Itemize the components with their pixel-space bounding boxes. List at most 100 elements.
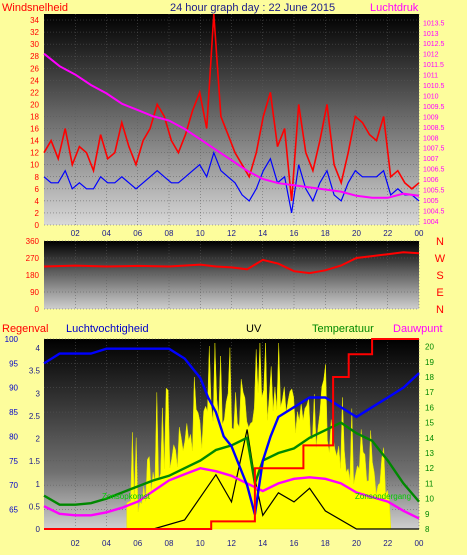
pressure-series	[43, 52, 420, 199]
wind-tick-label: 24	[30, 76, 39, 85]
wind-direction-series	[43, 251, 420, 275]
x-tick-label: 20	[352, 229, 361, 238]
x-tick-label: 22	[383, 229, 392, 238]
wind-gust-series	[43, 13, 420, 201]
compass-label: W	[435, 253, 446, 265]
temperature-tick-label: 10	[425, 495, 434, 504]
x-tick-label: 14	[258, 539, 267, 548]
pressure-tick-label: 1005	[423, 198, 439, 205]
wind-axis-title: Windsnelheid	[2, 2, 68, 14]
pressure-tick-label: 1013	[423, 31, 439, 38]
wind-tick-label: 6	[35, 185, 40, 194]
wind-tick-label: 26	[30, 64, 39, 73]
uv-tick-label: 3	[36, 389, 41, 398]
pressure-tick-label: 1004.5	[423, 208, 445, 215]
direction-tick-label: 180	[26, 271, 40, 280]
temperature-series	[43, 421, 420, 506]
pressure-tick-label: 1005.5	[423, 187, 445, 194]
pressure-tick-label: 1007	[423, 156, 439, 163]
wind-tick-label: 4	[35, 197, 40, 206]
pressure-tick-label: 1004	[423, 219, 439, 226]
x-tick-label: 04	[102, 229, 111, 238]
direction-tick-label: 0	[35, 305, 40, 314]
temperature-tick-label: 19	[425, 358, 434, 367]
wind-tick-label: 20	[30, 100, 39, 109]
temperature-tick-label: 9	[425, 510, 430, 519]
humidity-tick-label: 75	[9, 457, 18, 466]
uv-tick-label: 1	[36, 480, 41, 489]
x-tick-label: 22	[383, 539, 392, 548]
pressure-tick-label: 1011.5	[423, 62, 444, 69]
chart-title: 24 hour graph day : 22 June 2015	[170, 2, 335, 14]
dewpoint-series	[43, 466, 420, 520]
uv-tick-label: 1.5	[29, 457, 41, 466]
wind-tick-label: 32	[30, 28, 39, 37]
x-tick-label: 10	[196, 539, 205, 548]
compass-label: S	[436, 270, 443, 282]
compass-label: E	[436, 287, 443, 299]
humidity-tick-label: 85	[9, 408, 18, 417]
uv-label: UV	[246, 323, 262, 335]
wind-tick-label: 12	[30, 149, 39, 158]
x-tick-label: 00	[415, 229, 424, 238]
direction-tick-label: 270	[26, 254, 40, 263]
humidity-tick-label: 70	[9, 481, 18, 490]
x-tick-label: 00	[415, 539, 424, 548]
uv-tick-label: 0.5	[29, 502, 41, 511]
x-tick-label: 12	[227, 539, 236, 548]
x-tick-label: 16	[290, 539, 299, 548]
temperature-tick-label: 15	[425, 419, 434, 428]
sunset-annotation: Zonsondergang	[355, 492, 411, 501]
wind-tick-label: 14	[30, 137, 39, 146]
wind-tick-label: 16	[30, 125, 39, 134]
direction-tick-label: 90	[30, 288, 39, 297]
humidity-tick-label: 80	[9, 432, 18, 441]
uv-tick-label: 2.5	[29, 412, 41, 421]
x-tick-label: 08	[165, 539, 174, 548]
humidity-series	[43, 347, 420, 515]
wind-tick-label: 10	[30, 161, 39, 170]
temperature-tick-label: 13	[425, 449, 434, 458]
x-tick-label: 18	[321, 229, 330, 238]
pressure-tick-label: 1008	[423, 135, 439, 142]
x-tick-label: 20	[352, 539, 361, 548]
x-tick-label: 02	[71, 229, 80, 238]
temperature-tick-label: 14	[425, 434, 434, 443]
pressure-tick-label: 1011	[423, 73, 438, 80]
pressure-axis-title: Luchtdruk	[370, 2, 419, 14]
x-tick-label: 10	[196, 229, 205, 238]
wind-tick-label: 30	[30, 40, 39, 49]
rain-label: Regenval	[2, 323, 48, 335]
direction-tick-label: 360	[26, 237, 40, 246]
uv-tick-label: 4	[36, 344, 41, 353]
x-tick-label: 04	[102, 539, 111, 548]
humidity-tick-label: 90	[9, 384, 18, 393]
pressure-tick-label: 1012	[423, 52, 439, 59]
temperature-tick-label: 18	[425, 373, 434, 382]
compass-label: N	[436, 304, 444, 316]
humidity-tick-label: 100	[5, 335, 19, 344]
x-tick-label: 06	[133, 539, 142, 548]
x-tick-label: 08	[165, 229, 174, 238]
temperature-tick-label: 16	[425, 403, 434, 412]
temperature-tick-label: 12	[425, 464, 434, 473]
humidity-tick-label: 95	[9, 359, 18, 368]
pressure-tick-label: 1010.5	[423, 83, 445, 90]
temperature-tick-label: 20	[425, 343, 434, 352]
x-tick-label: 14	[258, 229, 267, 238]
pressure-tick-label: 1007.5	[423, 146, 445, 153]
x-tick-label: 16	[290, 229, 299, 238]
dewpoint-label: Dauwpunt	[393, 323, 443, 335]
uv-tick-label: 3.5	[29, 367, 41, 376]
compass-label: N	[436, 236, 444, 248]
pressure-tick-label: 1008.5	[423, 125, 445, 132]
pressure-tick-label: 1006.5	[423, 167, 445, 174]
temperature-tick-label: 8	[425, 525, 430, 534]
wind-tick-label: 0	[35, 221, 40, 230]
rain-series	[44, 338, 419, 530]
temperature-tick-label: 11	[425, 479, 434, 488]
x-tick-label: 06	[133, 229, 142, 238]
wind-average-series	[43, 150, 420, 214]
x-tick-label: 12	[227, 229, 236, 238]
